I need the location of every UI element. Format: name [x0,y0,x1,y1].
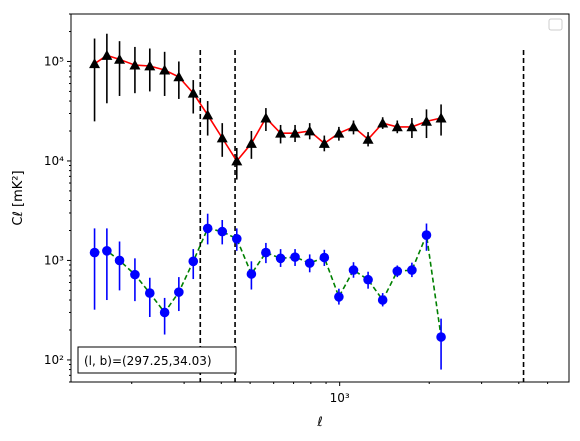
series-1-marker-6 [174,287,184,297]
annotation-box: (l, b)=(297.25,34.03) [77,346,237,374]
series-0-marker-12 [260,112,272,123]
series-1-marker-8 [202,223,213,234]
series-0-marker-11 [245,137,257,148]
series-0-marker-16 [318,137,330,148]
y-tick-label-1000: 10³ [44,253,64,267]
series-1-marker-22 [407,265,417,275]
annotation-text: (l, b)=(297.25,34.03) [84,354,212,368]
series-0-marker-9 [216,132,228,143]
series-0-marker-24 [435,112,447,123]
series-1-marker-2 [114,255,125,266]
series-1-marker-17 [334,292,344,302]
ticks-layer: 10² 10³ 10⁴ 10⁵ 10³ [44,13,549,405]
y-tick-label-10000: 10⁴ [44,154,64,168]
x-axis-label: ℓ [316,415,322,430]
series-0-marker-4 [144,60,156,71]
series-1-marker-3 [130,269,140,280]
series-1-marker-23 [421,230,432,240]
series-1-marker-12 [261,247,271,258]
series-1-marker-7 [188,256,199,267]
series-1-marker-5 [159,307,170,318]
series-0-marker-22 [406,121,418,132]
y-tick-label-100: 10² [44,353,64,367]
series-0-marker-5 [159,64,171,75]
series-1-marker-15 [304,258,315,268]
series-0-marker-10 [231,155,243,166]
series-1-marker-0 [89,247,100,258]
series-1-marker-20 [377,295,388,305]
series-0-marker-19 [362,133,374,144]
series-1-marker-14 [290,252,300,262]
series-0-marker-18 [348,121,360,132]
series-1-marker-13 [275,253,286,264]
series-1-marker-9 [217,226,228,237]
series-0-marker-13 [275,127,287,138]
series-0-marker-7 [187,87,199,98]
y-tick-label-100000: 10⁵ [44,54,64,68]
series-0-marker-15 [304,125,316,136]
series-0-marker-20 [377,117,389,128]
series-1-marker-11 [246,269,257,279]
series-0-marker-14 [289,127,301,138]
series-0-marker-3 [129,59,141,70]
y-axis-label: Cℓ [mK²] [11,170,26,225]
legend-box [548,18,563,31]
x-tick-label-1000: 10³ [330,391,350,405]
series-1-marker-4 [144,288,155,298]
series-0-marker-0 [89,58,101,69]
series-0-marker-8 [202,109,214,120]
series-0-marker-2 [114,53,126,64]
series-0-marker-6 [173,71,185,82]
series-0-marker-23 [420,115,432,126]
plot-frame [70,13,570,383]
series-1-marker-19 [363,274,373,285]
series-0-marker-21 [391,121,403,132]
series-1-marker-21 [392,266,403,276]
series-1-marker-24 [436,332,446,342]
series-1-marker-18 [348,265,359,275]
series-0-marker-17 [333,127,345,138]
series-1-marker-1 [102,246,112,256]
series-1-marker-10 [231,234,242,244]
series-0-marker-1 [101,49,113,60]
series-1-marker-16 [319,252,330,263]
vertical-lines-layer [199,50,525,382]
markers-layer [89,49,447,342]
